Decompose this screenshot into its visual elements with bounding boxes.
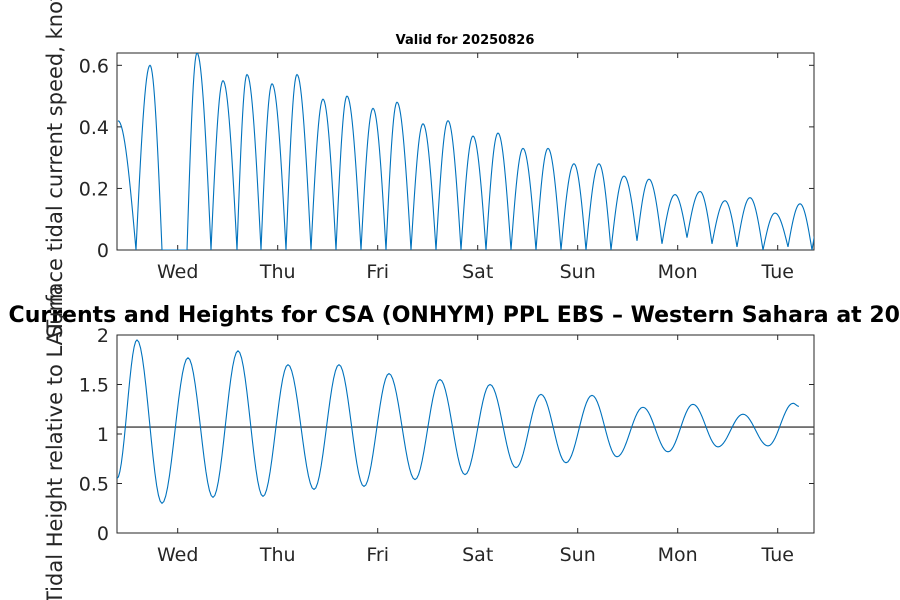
x-tick-label: Fri [366,544,389,566]
y-tick-label: 2 [97,325,109,347]
y-tick-label: 0 [97,240,109,262]
top-chart-title: Valid for 20250826 [396,33,535,48]
x-tick-label: Sat [462,261,493,283]
x-tick-label: Sat [462,544,493,566]
y-tick-label: 0 [97,523,109,545]
x-tick-label: Mon [658,261,698,283]
tidal-height-series [117,339,800,505]
y-tick-label: 1 [97,424,109,446]
bottom-y-axis-label: Tidal Height relative to LAT, m [43,286,67,600]
current-speed-chart: 0 0.2 0.4 0.6 Wed Thu Fri Sat Sun Mon Tue [79,52,815,283]
axes-frame [116,52,815,251]
current-speed-series [117,53,814,250]
x-tick-label: Tue [760,544,793,566]
x-tick-label: Mon [658,544,698,566]
axes-frame [116,334,815,534]
y-tick-label: 1.5 [79,375,109,397]
x-tick-label: Tue [760,261,793,283]
figure-title: Tidal Currents and Heights for CSA (ONHY… [0,303,900,328]
x-tick-label: Thu [259,544,296,566]
x-tick-label: Wed [157,261,198,283]
x-tick-label: Sun [560,544,596,566]
tidal-height-chart: 0 0.5 1 1.5 2 Wed Thu Fri Sat Sun Mon Tue [79,325,815,566]
x-tick-label: Thu [259,261,296,283]
y-tick-label: 0.5 [79,474,109,496]
y-tick-label: 0.4 [79,117,109,139]
x-tick-label: Sun [560,261,596,283]
y-tick-label: 0.6 [79,55,109,77]
x-tick-label: Fri [366,261,389,283]
y-tick-label: 0.2 [79,178,109,200]
top-y-axis-label: Surface tidal current speed, knots [43,0,67,338]
x-tick-label: Wed [157,544,198,566]
